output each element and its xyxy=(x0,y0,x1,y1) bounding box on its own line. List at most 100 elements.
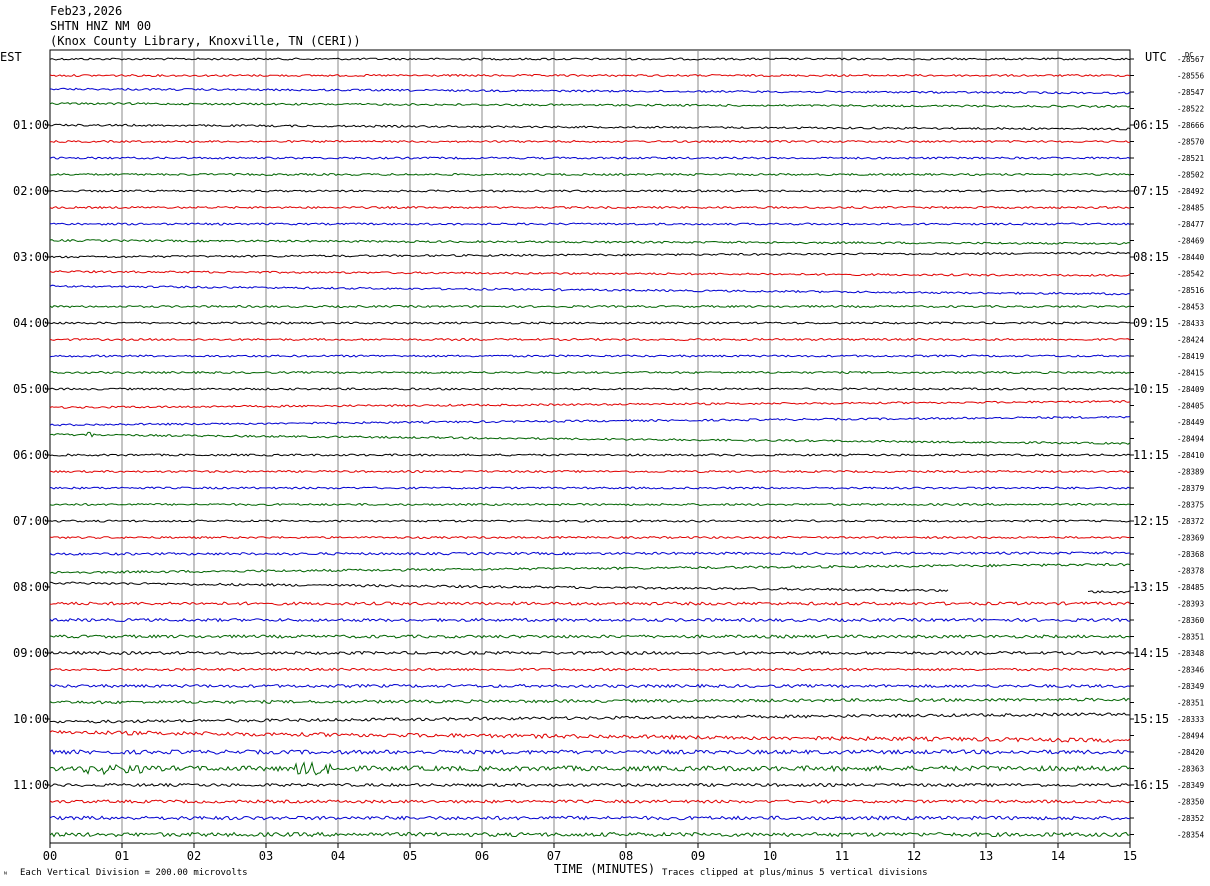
seismic-trace xyxy=(49,581,1131,594)
seismic-trace xyxy=(49,697,1131,705)
seismic-trace xyxy=(49,469,1131,474)
dc-offset-label: -28494 xyxy=(1177,732,1205,741)
dc-offset-label: -28409 xyxy=(1177,385,1204,394)
dc-offset-label: -28369 xyxy=(1177,534,1204,543)
dc-offset-label: -28410 xyxy=(1177,451,1205,460)
x-tick-label: 09 xyxy=(691,849,705,863)
left-hour-label: 04:00 xyxy=(13,316,49,330)
seismic-trace xyxy=(49,387,1131,391)
dc-offset-label: -28666 xyxy=(1177,121,1205,130)
seismic-trace xyxy=(49,535,1131,540)
dc-offset-label: -28547 xyxy=(1177,88,1204,97)
dc-offset-label: -28354 xyxy=(1177,831,1205,840)
dc-offset-label: -28556 xyxy=(1177,72,1205,81)
seismic-trace xyxy=(50,712,1131,724)
dc-label: DC xyxy=(1185,51,1193,59)
dc-offset-label: -28352 xyxy=(1177,814,1204,823)
dc-offset-label: -28363 xyxy=(1177,765,1204,774)
right-hour-label: 14:15 xyxy=(1133,646,1169,660)
dc-offset-label: -28346 xyxy=(1177,666,1205,675)
x-tick-label: 13 xyxy=(979,849,993,863)
corner-mark: ᴺ xyxy=(3,870,8,879)
right-hour-label: 07:15 xyxy=(1133,184,1169,198)
x-tick-label: 07 xyxy=(547,849,561,863)
dc-offset-label: -28349 xyxy=(1177,781,1204,790)
right-hour-label: 13:15 xyxy=(1133,580,1169,594)
est-label: EST xyxy=(0,50,22,64)
seismic-trace xyxy=(49,415,1131,427)
right-hour-label: 09:15 xyxy=(1133,316,1169,330)
x-tick-label: 14 xyxy=(1051,849,1065,863)
seismic-trace xyxy=(49,304,1131,309)
dc-offset-label: -28378 xyxy=(1177,567,1205,576)
x-tick-label: 01 xyxy=(115,849,129,863)
right-hour-label: 11:15 xyxy=(1133,448,1169,462)
seismic-trace xyxy=(49,189,1131,193)
seismic-trace xyxy=(49,87,1131,95)
seismic-trace xyxy=(49,156,1131,160)
dc-offset-label: -28333 xyxy=(1177,715,1204,724)
dc-offset-label: -28415 xyxy=(1177,369,1204,378)
dc-offset-label: -28453 xyxy=(1177,303,1204,312)
seismic-trace xyxy=(49,683,1131,689)
dc-offset-label: -28379 xyxy=(1177,484,1204,493)
seismic-trace xyxy=(49,321,1131,325)
seismic-trace xyxy=(49,749,1130,755)
dc-offset-label: -28393 xyxy=(1177,600,1204,609)
clip-note: Traces clipped at plus/minus 5 vertical … xyxy=(662,868,928,878)
seismic-trace xyxy=(49,601,1131,606)
seismic-trace xyxy=(49,502,1131,507)
x-tick-label: 00 xyxy=(43,849,57,863)
seismic-trace xyxy=(49,205,1130,210)
seismic-trace xyxy=(49,634,1131,639)
seismic-trace xyxy=(49,251,1131,259)
seismic-trace xyxy=(49,270,1131,277)
right-hour-label: 10:15 xyxy=(1133,382,1169,396)
right-hour-label: 12:15 xyxy=(1133,514,1169,528)
dc-offset-label: -28348 xyxy=(1177,649,1205,658)
seismic-trace xyxy=(49,370,1131,375)
seismic-trace xyxy=(49,831,1131,838)
left-hour-label: 03:00 xyxy=(13,250,49,264)
seismic-trace xyxy=(49,354,1131,358)
dc-offset-label: -28477 xyxy=(1177,220,1204,229)
right-hour-label: 16:15 xyxy=(1133,778,1169,792)
left-hour-label: 10:00 xyxy=(13,712,49,726)
seismic-trace xyxy=(49,123,1131,131)
seismic-trace xyxy=(49,650,1131,656)
dc-offset-label: -28449 xyxy=(1177,418,1204,427)
seismic-trace xyxy=(49,486,1131,490)
seismic-trace xyxy=(49,729,1131,743)
left-hour-label: 01:00 xyxy=(13,118,49,132)
dc-offset-label: -28375 xyxy=(1177,501,1204,510)
right-hour-label: 15:15 xyxy=(1133,712,1169,726)
x-tick-label: 03 xyxy=(259,849,273,863)
dc-offset-label: -28360 xyxy=(1177,616,1205,625)
division-note: Each Vertical Division = 200.00 microvol… xyxy=(20,868,248,878)
seismic-trace xyxy=(49,172,1131,177)
dc-offset-label: -28424 xyxy=(1177,336,1205,345)
seismic-trace xyxy=(49,73,1131,78)
dc-offset-label: -28389 xyxy=(1177,468,1204,477)
seismic-trace xyxy=(49,617,1131,623)
dc-offset-label: -28433 xyxy=(1177,319,1204,328)
x-tick-label: 05 xyxy=(403,849,417,863)
x-tick-label: 08 xyxy=(619,849,633,863)
x-tick-label: 12 xyxy=(907,849,921,863)
x-tick-label: 06 xyxy=(475,849,489,863)
dc-offset-label: -28494 xyxy=(1177,435,1205,444)
seismic-trace xyxy=(49,519,1131,523)
seismic-trace xyxy=(49,551,1131,556)
left-hour-label: 07:00 xyxy=(13,514,49,528)
dc-offset-label: -28368 xyxy=(1177,550,1205,559)
dc-offset-label: -28351 xyxy=(1177,633,1204,642)
dc-offset-label: -28522 xyxy=(1177,105,1204,114)
seismic-trace xyxy=(49,562,1131,574)
x-tick-label: 15 xyxy=(1123,849,1137,863)
dc-offset-label: -28440 xyxy=(1177,253,1205,262)
seismic-trace xyxy=(49,284,1131,296)
dc-offset-label: -28570 xyxy=(1177,138,1205,147)
left-hour-label: 08:00 xyxy=(13,580,49,594)
utc-label: UTC xyxy=(1145,50,1167,64)
